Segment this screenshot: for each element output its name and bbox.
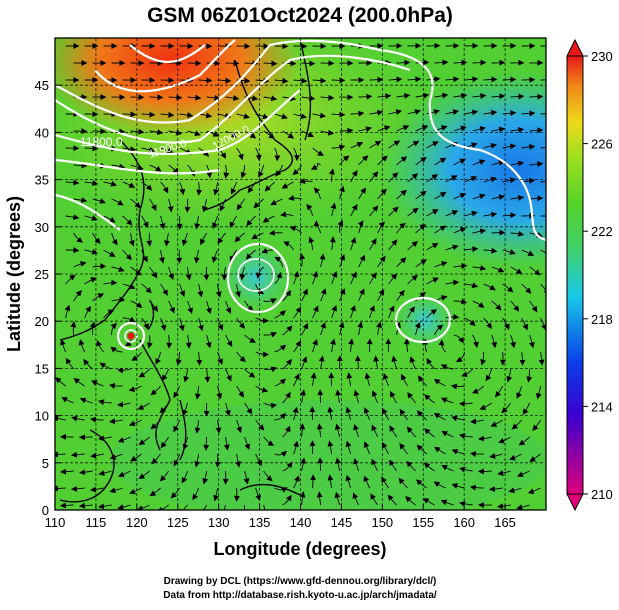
wind-vector [302, 254, 303, 267]
wind-vector [199, 182, 200, 195]
y-tick-label: 10 [35, 409, 49, 424]
x-tick-label: 165 [494, 515, 516, 530]
footer-credit-dcl: Drawing by DCL (https://www.gfd-dennou.o… [164, 576, 437, 587]
y-tick-label: 15 [35, 361, 49, 376]
wind-vector [320, 390, 321, 403]
x-axis-label: Longitude (degrees) [213, 539, 386, 559]
colorbar-tick-label: 218 [591, 312, 613, 327]
shading-green-south [110, 400, 550, 520]
x-tick-label: 125 [167, 515, 189, 530]
footer-credit-data: Data from http://database.rish.kyoto-u.a… [163, 590, 437, 601]
x-tick-label: 120 [126, 515, 148, 530]
colorbar-bottom-triangle [567, 494, 583, 510]
x-tick-label: 160 [453, 515, 475, 530]
x-tick-label: 140 [290, 515, 312, 530]
colorbar-tick-label: 214 [591, 399, 613, 414]
wind-vector [370, 79, 383, 80]
y-tick-label: 20 [35, 314, 49, 329]
wind-vector [150, 97, 163, 98]
wind-vector [541, 113, 554, 114]
colorbar-tick-label: 210 [591, 487, 613, 502]
colorbar-tick-label: 222 [591, 224, 613, 239]
y-tick-label: 5 [42, 456, 49, 471]
colorbar-ticks: 230 226 222 218 214 210 [583, 49, 613, 502]
y-tick-label: 25 [35, 267, 49, 282]
colorbar-top-triangle [567, 40, 583, 56]
figure-title: GSM 06Z01Oct2024 (200.0hPa) [147, 4, 453, 27]
colorbar-body [567, 56, 583, 494]
wind-vector [93, 131, 106, 132]
contour-label-11800: 11800.0 [80, 135, 123, 149]
colorbar-tick-label: 230 [591, 49, 613, 64]
colorbar-tick-label: 226 [591, 137, 613, 152]
wind-vector [320, 458, 321, 471]
wind-vector [492, 63, 505, 64]
y-tick-label: 30 [35, 220, 49, 235]
x-tick-label: 115 [86, 515, 107, 530]
wind-vector [530, 96, 543, 97]
x-tick-label: 150 [371, 515, 393, 530]
y-tick-label: 0 [42, 503, 49, 518]
y-tick-label: 45 [35, 78, 49, 93]
wind-vector [302, 63, 315, 64]
y-tick-label: 35 [35, 173, 49, 188]
y-axis-label: Latitude (degrees) [4, 196, 24, 352]
y-tick-label: 40 [35, 125, 49, 140]
typhoon-center-marker [128, 333, 135, 340]
wind-vector [123, 114, 136, 115]
x-tick-label: 155 [412, 515, 434, 530]
wind-vector [503, 79, 516, 80]
wind-vector [397, 62, 410, 63]
wind-vector [473, 62, 486, 63]
colorbar: 230 226 222 218 214 210 [567, 40, 613, 510]
x-tick-label: 135 [249, 515, 271, 530]
x-tick-label: 145 [331, 515, 353, 530]
plot-area: 11800.0 11900.0 12000.0 [30, 0, 619, 520]
x-tick-label: 130 [208, 515, 230, 530]
wind-vector [313, 475, 314, 488]
